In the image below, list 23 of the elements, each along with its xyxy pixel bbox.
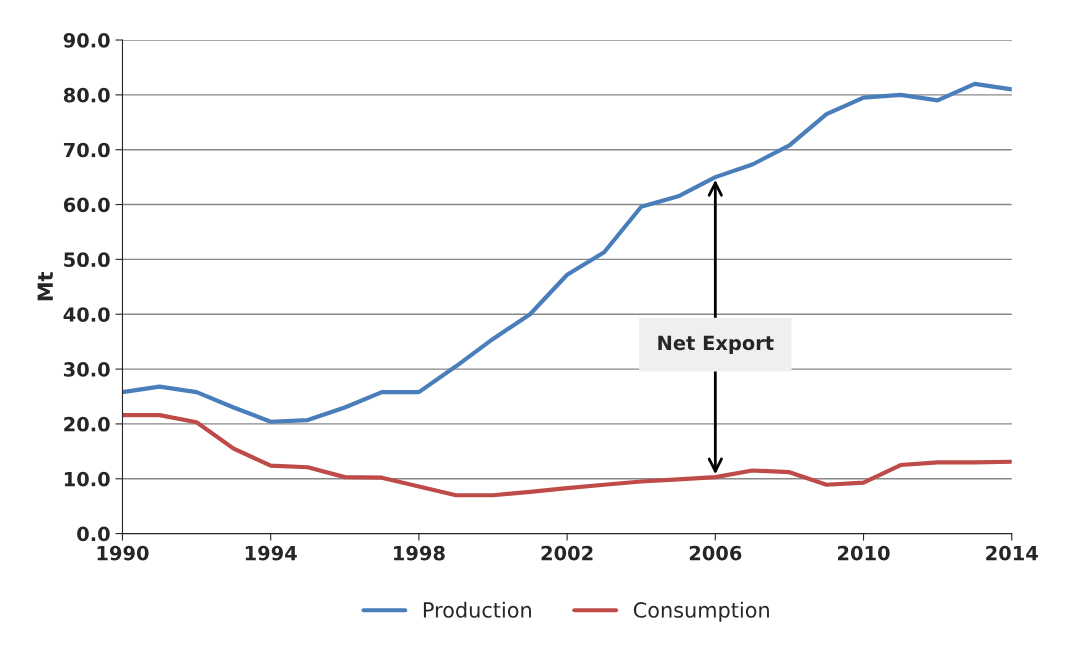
x-tick-label: 2010 xyxy=(838,545,890,561)
y-tick-label: 10.0 xyxy=(64,471,110,487)
y-tick-label: 40.0 xyxy=(63,307,110,322)
y-tick-label: 90.0 xyxy=(63,32,110,48)
x-tick-label: 2002 xyxy=(541,545,593,561)
y-tick-label: 70.0 xyxy=(64,142,110,158)
y-tick-label: 60.0 xyxy=(63,197,110,213)
y-tick-label: 20.0 xyxy=(64,416,110,432)
x-tick-label: 2014 xyxy=(986,545,1038,561)
x-tick-label: 2006 xyxy=(689,545,742,561)
legend-label: Production xyxy=(423,601,531,618)
line-series xyxy=(122,81,1012,424)
y-tick-label: 50.0 xyxy=(64,252,110,268)
line-series xyxy=(122,413,1012,498)
y-tick-label: 30.0 xyxy=(64,362,110,377)
x-tick-label: 1990 xyxy=(97,545,149,561)
x-tick-label: 1994 xyxy=(245,545,297,561)
y-axis-title: Mt xyxy=(37,271,53,301)
x-tick-label: 1998 xyxy=(394,545,445,561)
legend-label: Consumption xyxy=(633,601,769,622)
annotation: Net Export xyxy=(658,335,774,354)
y-tick-label: 0.0 xyxy=(77,526,110,542)
y-tick-label: 80.0 xyxy=(63,87,110,103)
